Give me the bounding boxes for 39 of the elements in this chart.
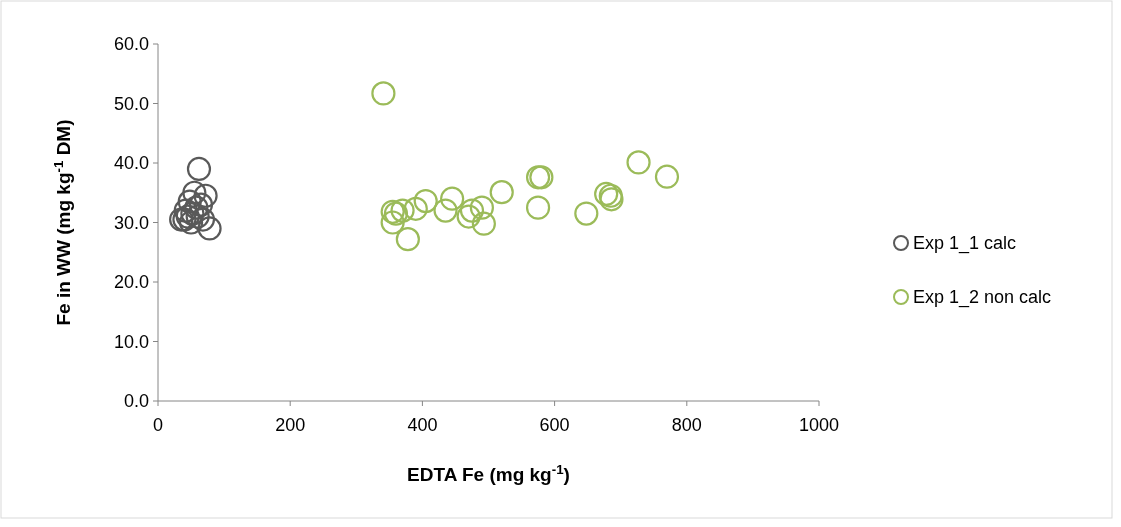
point (626, 150, 651, 175)
point (654, 164, 680, 189)
point (469, 195, 494, 220)
legend-label: Exp 1_2 non calc (913, 287, 1052, 309)
point (433, 198, 458, 223)
point (182, 180, 207, 205)
point (440, 186, 465, 211)
y-tick-label: 0.0 (123, 391, 149, 412)
point (459, 198, 485, 223)
x-axis-title: EDTA Fe (mg kg$^{-1}$) (407, 461, 570, 485)
point (186, 156, 212, 182)
y-tick-label: 10.0 (113, 331, 149, 352)
point (380, 210, 405, 235)
point (413, 188, 438, 214)
point (193, 183, 218, 208)
legend-label: Exp 1_1 calc (913, 233, 1017, 255)
x-tick-label: 400 (407, 415, 438, 435)
x-tick-label: 200 (275, 415, 306, 435)
point (471, 211, 496, 236)
point (395, 227, 420, 252)
x-tick-label: 600 (539, 415, 570, 435)
x-tick-label: 1000 (798, 415, 840, 435)
x-tick-label: 800 (671, 415, 702, 435)
point (574, 201, 599, 226)
point (390, 198, 415, 223)
point (177, 189, 202, 214)
point (403, 196, 428, 221)
y-tick-label: 40.0 (113, 153, 149, 174)
x-tick-label: 0 (152, 415, 164, 435)
point (371, 81, 396, 106)
point (489, 180, 514, 205)
y-tick-label: 60.0 (113, 34, 149, 55)
y-tick-label: 20.0 (113, 272, 149, 293)
point (190, 207, 216, 232)
point (197, 216, 222, 241)
point (525, 195, 551, 220)
point (456, 204, 481, 229)
y-tick-label: 30.0 (113, 212, 149, 233)
y-tick-label: 50.0 (113, 93, 149, 114)
